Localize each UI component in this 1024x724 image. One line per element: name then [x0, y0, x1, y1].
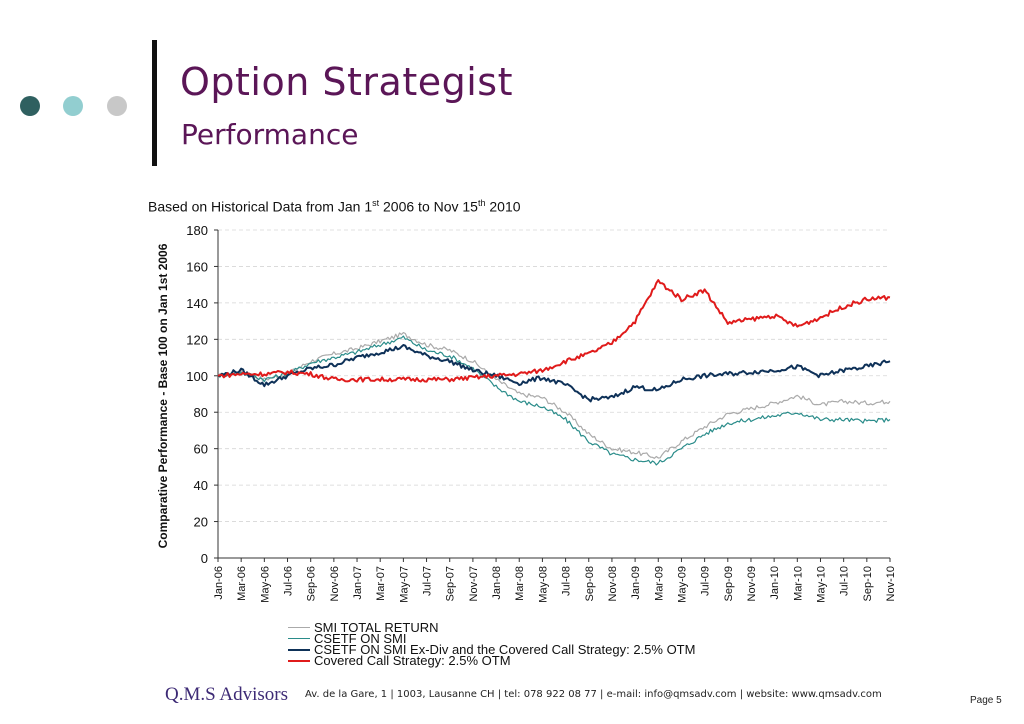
- x-tick-label: Nov-08: [607, 566, 619, 601]
- page-subtitle: Performance: [181, 118, 359, 151]
- x-tick-label: Jul-08: [561, 566, 573, 596]
- y-tick-label: 20: [194, 515, 208, 530]
- legend-label: CSETF ON SMI: [314, 631, 407, 646]
- series-line: [217, 279, 891, 383]
- legend-label: SMI TOTAL RETURN: [314, 620, 439, 635]
- decor-dot-2: [63, 96, 83, 116]
- y-tick-label: 0: [201, 551, 208, 566]
- series-line: [217, 335, 891, 466]
- y-tick-label: 120: [186, 332, 208, 347]
- y-tick-label: 140: [186, 296, 208, 311]
- title-divider: [152, 40, 157, 166]
- y-tick-label: 40: [194, 478, 208, 493]
- x-tick-label: Sep-07: [445, 566, 457, 601]
- chart-legend: SMI TOTAL RETURN CSETF ON SMI CSETF ON SMI…: [288, 620, 696, 668]
- legend-swatch: [288, 648, 310, 651]
- x-tick-label: Mar-09: [653, 566, 665, 601]
- x-tick-label: Sep-06: [306, 566, 318, 601]
- x-tick-label: Jan-08: [491, 566, 503, 600]
- x-tick-label: Jul-06: [283, 566, 295, 596]
- x-tick-label: Nov-10: [885, 566, 897, 601]
- legend-item: SMI TOTAL RETURN: [288, 620, 695, 635]
- legend-item: CSETF ON SMI Ex-Div and the Covered Call…: [288, 642, 696, 657]
- x-tick-label: Nov-09: [746, 566, 758, 601]
- x-tick-label: Sep-08: [584, 566, 596, 601]
- footer-info: Av. de la Gare, 1 | 1003, Lausanne CH | …: [305, 689, 882, 700]
- x-tick-label: May-09: [676, 566, 688, 603]
- footer-brand: Q.M.S Advisors: [165, 684, 288, 705]
- x-tick-label: Jul-07: [422, 566, 434, 596]
- x-tick-label: Jan-07: [352, 566, 364, 600]
- caption-suffix: 2010: [485, 198, 521, 215]
- x-tick-label: Jul-09: [700, 566, 712, 596]
- y-axis-label: Comparative Performance - Base 100 on Ja…: [156, 243, 170, 548]
- caption-sup1: st: [372, 198, 380, 208]
- y-tick-label: 160: [186, 259, 208, 274]
- page-title: Option Strategist: [180, 60, 513, 104]
- legend-swatch: [288, 659, 310, 662]
- x-tick-label: Nov-07: [468, 566, 480, 601]
- x-tick-label: Mar-10: [792, 566, 804, 601]
- series-line: [217, 344, 891, 403]
- x-tick-label: Jul-10: [839, 566, 851, 596]
- x-tick-label: Sep-10: [862, 566, 874, 601]
- x-tick-label: Mar-07: [375, 566, 387, 601]
- decor-dot-1: [20, 96, 40, 116]
- y-tick-label: 100: [186, 369, 208, 384]
- y-tick-label: 60: [194, 442, 208, 457]
- x-tick-label: Jan-06: [213, 566, 225, 600]
- series-line: [217, 331, 891, 459]
- x-tick-label: Nov-06: [329, 566, 341, 601]
- x-tick-label: May-06: [259, 566, 271, 603]
- caption-prefix: Based on Historical Data from Jan 1: [148, 198, 373, 215]
- performance-chart: 0 20 40 60 80 100 120 140 160 180 Jan-06 Mar-06 May-…: [156, 223, 897, 603]
- legend-swatch: [288, 638, 310, 639]
- caption-middle: 2006 to Nov 15: [379, 198, 478, 215]
- page-number: Page 5: [970, 695, 1002, 706]
- legend-item: Covered Call Strategy: 2.5% OTM: [288, 653, 695, 668]
- legend-swatch: [288, 627, 310, 628]
- x-tick-label: May-08: [537, 566, 549, 603]
- chart-caption: Based on Historical Data from Jan 1st 20…: [148, 198, 521, 215]
- x-tick-label: Mar-06: [236, 566, 248, 601]
- legend-item: CSETF ON SMI: [288, 631, 695, 646]
- decor-dot-3: [107, 96, 127, 116]
- legend-label: Covered Call Strategy: 2.5% OTM: [314, 653, 511, 668]
- x-tick-label: Sep-09: [723, 566, 735, 601]
- legend-label: CSETF ON SMI Ex-Div and the Covered Call…: [314, 642, 696, 657]
- x-tick-label: May-07: [398, 566, 410, 603]
- x-tick-label: Mar-08: [514, 566, 526, 601]
- x-tick-label: May-10: [815, 566, 827, 603]
- caption-sup2: th: [477, 198, 486, 208]
- y-tick-label: 80: [194, 405, 208, 420]
- x-tick-label: Jan-09: [630, 566, 642, 600]
- y-tick-label: 180: [186, 223, 208, 238]
- x-tick-label: Jan-10: [769, 566, 781, 600]
